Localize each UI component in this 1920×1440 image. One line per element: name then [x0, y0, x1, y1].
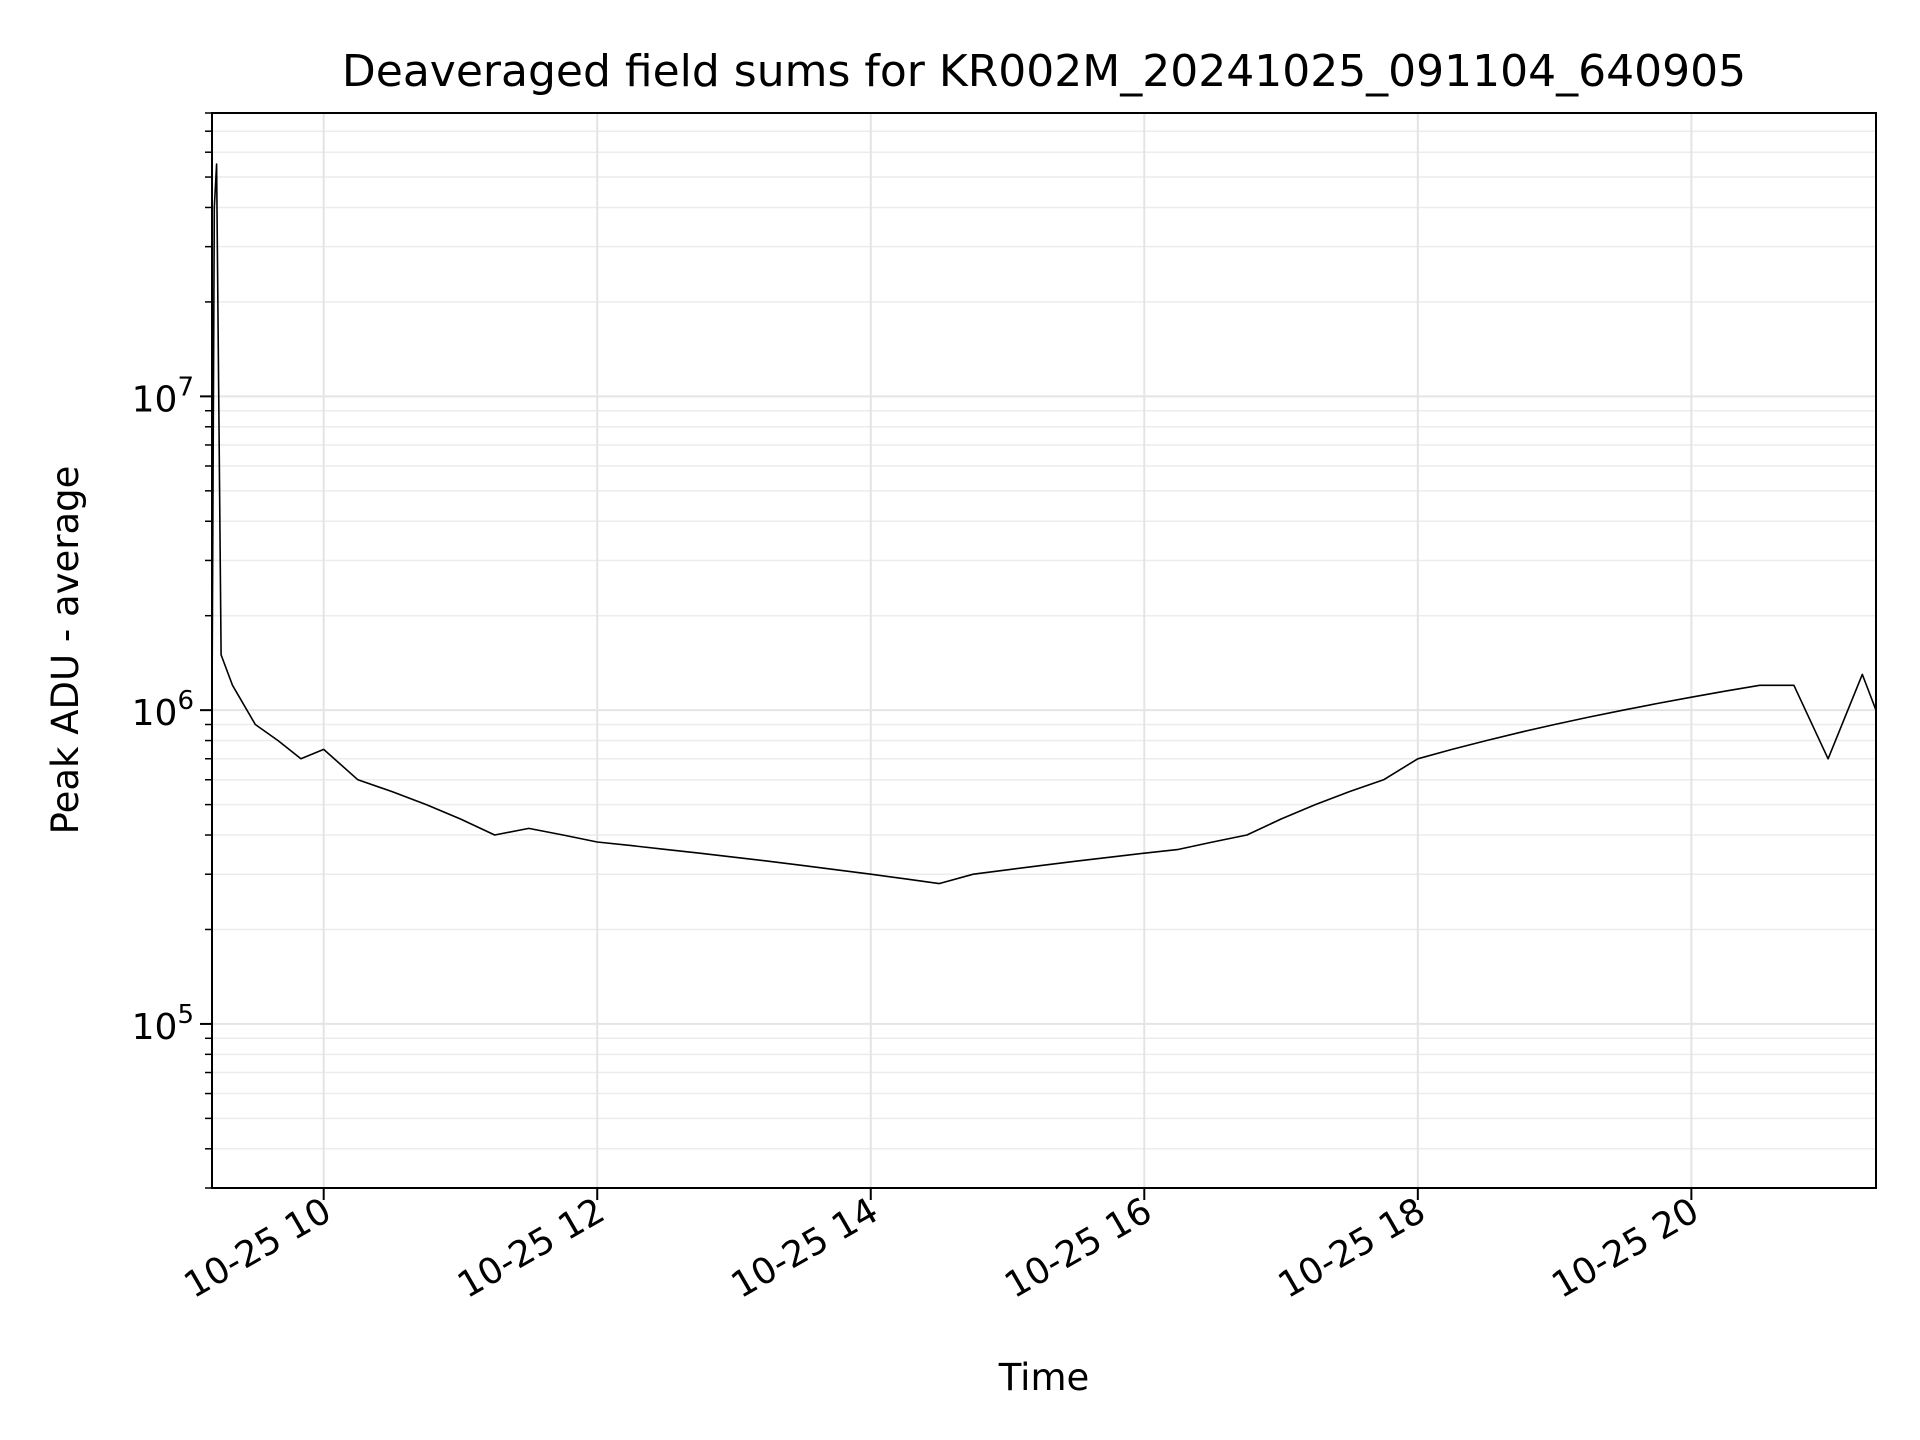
- grid: [205, 112, 1876, 1189]
- x-axis-label: Time: [998, 1356, 1090, 1399]
- x-tick-label: 10-25 20: [1545, 1190, 1706, 1306]
- y-tick-base: 10: [132, 379, 178, 420]
- y-tick-base: 10: [132, 693, 178, 734]
- x-tick-label: 10-25 16: [998, 1190, 1159, 1306]
- series-line-group: [211, 163, 1877, 885]
- y-tick-label: 105: [132, 1000, 194, 1048]
- y-axis-label: Peak ADU - average: [44, 466, 87, 835]
- x-tick-label: 10-25 12: [451, 1190, 612, 1306]
- x-tick-label: 10-25 18: [1272, 1190, 1433, 1306]
- y-tick-base: 10: [132, 1007, 178, 1048]
- y-tick-exponent: 6: [177, 686, 194, 716]
- y-tick-exponent: 7: [177, 372, 194, 402]
- y-tick-exponent: 5: [177, 1000, 194, 1030]
- x-tick-label: 10-25 14: [725, 1190, 886, 1306]
- series-line: [211, 163, 1877, 885]
- plot-frame: [211, 112, 1877, 1189]
- y-tick-label: 107: [132, 372, 194, 420]
- x-axis: 10-25 10 10-25 12 10-25 14 10-25 16 10-25 18…: [178, 1188, 1706, 1307]
- x-tick-label: 10-25 10: [178, 1190, 339, 1306]
- chart-title: Deaveraged field sums for KR002M_2024102…: [342, 46, 1746, 97]
- y-tick-label: 106: [132, 686, 194, 734]
